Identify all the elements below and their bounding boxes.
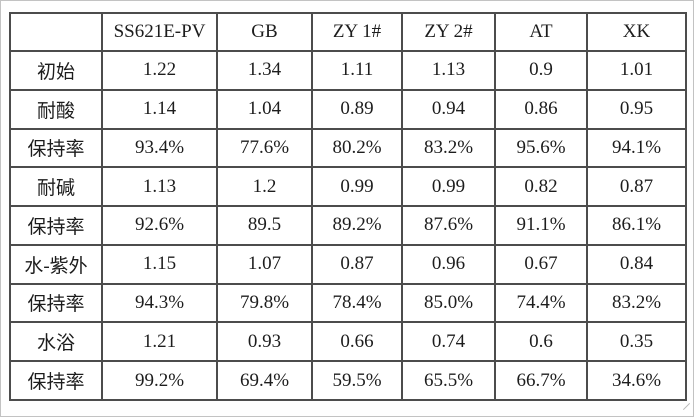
value-cell: 1.2	[216, 166, 313, 208]
value-cell: 92.6%	[101, 205, 218, 246]
table-row: 耐碱 1.13 1.2 0.99 0.99 0.82 0.87	[9, 166, 687, 208]
row-label-cell: 保持率	[9, 127, 103, 169]
value-cell: 0.67	[494, 243, 588, 285]
value-cell: 87.6%	[401, 205, 496, 246]
row-label-cell: 保持率	[9, 205, 103, 246]
value-cell: 0.74	[401, 321, 496, 363]
row-label-cell: 水浴	[9, 321, 103, 363]
table-row-highlighted: 保持率 99.2% 69.4% 59.5% 65.5% 66.7% 34.6%	[9, 360, 687, 401]
value-cell-red: 65.5%	[401, 360, 496, 401]
table-row: 保持率 92.6% 89.5 89.2% 87.6% 91.1% 86.1%	[9, 205, 687, 246]
value-cell: 93.4%	[101, 127, 218, 169]
value-cell: 1.04	[216, 88, 313, 130]
value-cell: 0.84	[586, 243, 687, 285]
value-cell: 1.15	[101, 243, 218, 285]
value-cell: 0.35	[586, 321, 687, 363]
table-row: 耐酸 1.14 1.04 0.89 0.94 0.86 0.95	[9, 88, 687, 130]
row-label-cell: 水-紫外	[9, 243, 103, 285]
header-cell-blank	[9, 12, 103, 52]
value-cell: 86.1%	[586, 205, 687, 246]
value-cell: 1.14	[101, 88, 218, 130]
value-cell: 0.99	[311, 166, 403, 208]
value-cell: 0.82	[494, 166, 588, 208]
value-cell-red: 59.5%	[311, 360, 403, 401]
value-cell: 0.99	[401, 166, 496, 208]
value-cell-red: 69.4%	[216, 360, 313, 401]
row-label-cell: 耐碱	[9, 166, 103, 208]
value-cell: 1.01	[586, 50, 687, 91]
value-cell-red: 34.6%	[586, 360, 687, 401]
value-cell: 77.6%	[216, 127, 313, 169]
table-row: 初始 1.22 1.34 1.11 1.13 0.9 1.01	[9, 50, 687, 91]
value-cell: 89.2%	[311, 205, 403, 246]
value-cell: 83.2%	[401, 127, 496, 169]
value-cell: 0.93	[216, 321, 313, 363]
value-cell: 0.6	[494, 321, 588, 363]
header-cell: ZY 1#	[311, 12, 403, 52]
value-cell: 0.66	[311, 321, 403, 363]
table-row: 水浴 1.21 0.93 0.66 0.74 0.6 0.35	[9, 321, 687, 363]
resize-handle-icon	[682, 402, 691, 411]
value-cell: 78.4%	[311, 282, 403, 324]
value-cell: 89.5	[216, 205, 313, 246]
value-cell: 0.89	[311, 88, 403, 130]
value-cell: 0.9	[494, 50, 588, 91]
value-cell: 1.13	[101, 166, 218, 208]
value-cell: 0.86	[494, 88, 588, 130]
value-cell: 94.3%	[101, 282, 218, 324]
value-cell: 95.6%	[494, 127, 588, 169]
table-header-row: SS621E-PV GB ZY 1# ZY 2# AT XK	[9, 12, 687, 52]
value-cell-red: 99.2%	[101, 360, 218, 401]
value-cell: 1.22	[101, 50, 218, 91]
value-cell: 91.1%	[494, 205, 588, 246]
value-cell: 0.95	[586, 88, 687, 130]
row-label-cell: 初始	[9, 50, 103, 91]
value-cell: 74.4%	[494, 282, 588, 324]
header-cell: SS621E-PV	[101, 12, 218, 52]
table-row: 水-紫外 1.15 1.07 0.87 0.96 0.67 0.84	[9, 243, 687, 285]
value-cell: 85.0%	[401, 282, 496, 324]
row-label-cell: 保持率	[9, 360, 103, 401]
header-cell: GB	[216, 12, 313, 52]
table-row: 保持率 93.4% 77.6% 80.2% 83.2% 95.6% 94.1%	[9, 127, 687, 169]
value-cell: 0.87	[586, 166, 687, 208]
value-cell: 1.07	[216, 243, 313, 285]
value-cell: 79.8%	[216, 282, 313, 324]
value-cell: 1.13	[401, 50, 496, 91]
table-row: 保持率 94.3% 79.8% 78.4% 85.0% 74.4% 83.2%	[9, 282, 687, 324]
row-label-cell: 保持率	[9, 282, 103, 324]
performance-table: SS621E-PV GB ZY 1# ZY 2# AT XK 初始 1.22 1…	[9, 12, 687, 401]
header-cell: AT	[494, 12, 588, 52]
value-cell: 0.96	[401, 243, 496, 285]
value-cell: 94.1%	[586, 127, 687, 169]
row-label-cell: 耐酸	[9, 88, 103, 130]
value-cell-red: 66.7%	[494, 360, 588, 401]
header-cell: ZY 2#	[401, 12, 496, 52]
value-cell: 1.11	[311, 50, 403, 91]
value-cell: 0.94	[401, 88, 496, 130]
value-cell: 1.34	[216, 50, 313, 91]
header-cell: XK	[586, 12, 687, 52]
value-cell: 80.2%	[311, 127, 403, 169]
value-cell: 0.87	[311, 243, 403, 285]
value-cell: 83.2%	[586, 282, 687, 324]
value-cell: 1.21	[101, 321, 218, 363]
